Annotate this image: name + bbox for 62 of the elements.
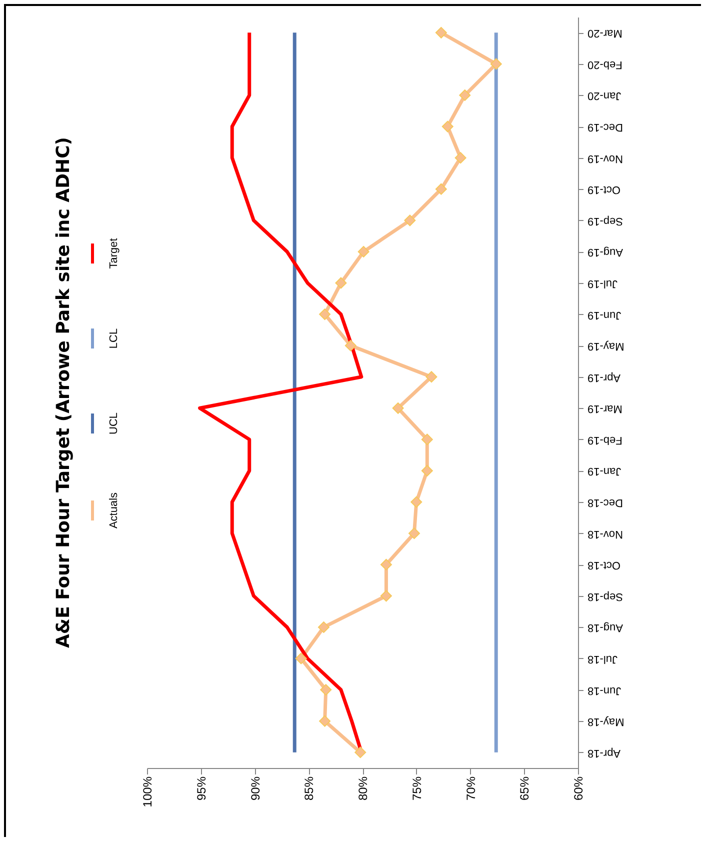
y-tick-label: Jun-18 (588, 684, 622, 696)
x-tick-label: 100% (140, 776, 154, 808)
y-tick-label: Nov-18 (588, 528, 623, 540)
point (358, 246, 370, 258)
y-tick-label: Dec-19 (588, 121, 623, 134)
legend-label: Target (108, 238, 120, 269)
text: A&E Four Hour Target (Arrowe Park site inc ADHC) (53, 136, 74, 648)
y-tick-label: Sep-18 (588, 590, 623, 602)
y-tick-label: May-18 (588, 716, 624, 728)
x-tick-label: 60% (572, 776, 586, 801)
legend-label: LCL (108, 328, 120, 349)
y-tick-label: Dec-18 (588, 496, 623, 509)
y-tick-label: Jan-19 (588, 465, 622, 478)
x-tick-label: 65% (518, 776, 532, 801)
x-tick-label: 80% (356, 776, 370, 801)
point (454, 152, 466, 164)
x-tick-label: 70% (464, 776, 478, 801)
y-tick-label: Feb-19 (588, 434, 622, 446)
point (295, 652, 307, 664)
y-tick-label: Jun-19 (588, 308, 622, 321)
point (319, 715, 331, 727)
point (435, 26, 447, 38)
y-tick-label: Aug-19 (588, 246, 623, 258)
point (459, 89, 471, 101)
y-tick-label: Jul-18 (588, 652, 618, 665)
point (426, 371, 438, 383)
y-tick-label: Mar-20 (588, 27, 622, 40)
y-tick-label: Nov-19 (588, 152, 623, 164)
point (408, 528, 420, 540)
y-tick-label: May-19 (588, 340, 624, 352)
point (421, 464, 433, 476)
y-tick-label: Jul-19 (588, 277, 618, 290)
y-tick-label: Oct-18 (588, 559, 621, 572)
y-tick-label: Feb-20 (588, 58, 622, 70)
y-tick-label: Sep-19 (588, 214, 623, 227)
point (392, 402, 404, 414)
point (421, 434, 433, 446)
point (442, 120, 454, 132)
point (410, 496, 422, 508)
x-tick-label: 95% (194, 776, 208, 801)
x-tick-label: 85% (302, 776, 316, 801)
legend-label: Actuals (108, 492, 120, 529)
point (318, 621, 330, 633)
y-tick-label: Aug-18 (588, 622, 623, 634)
point (319, 308, 331, 320)
point (380, 558, 392, 570)
y-tick-label: Mar-19 (588, 402, 622, 415)
point (435, 183, 447, 195)
point (380, 590, 392, 602)
point (490, 58, 502, 70)
y-tick-label: Oct-19 (588, 184, 621, 196)
point (320, 684, 332, 696)
point (335, 277, 347, 289)
x-tick-label: 75% (410, 776, 424, 801)
y-tick-label: Apr-19 (588, 371, 621, 384)
point (354, 746, 366, 758)
y-tick-label: Jan-20 (588, 90, 622, 102)
legend-label: UCL (108, 412, 120, 435)
y-tick-label: Apr-18 (588, 746, 621, 759)
point (344, 340, 356, 352)
x-tick-label: 90% (248, 776, 262, 801)
point (404, 214, 416, 226)
